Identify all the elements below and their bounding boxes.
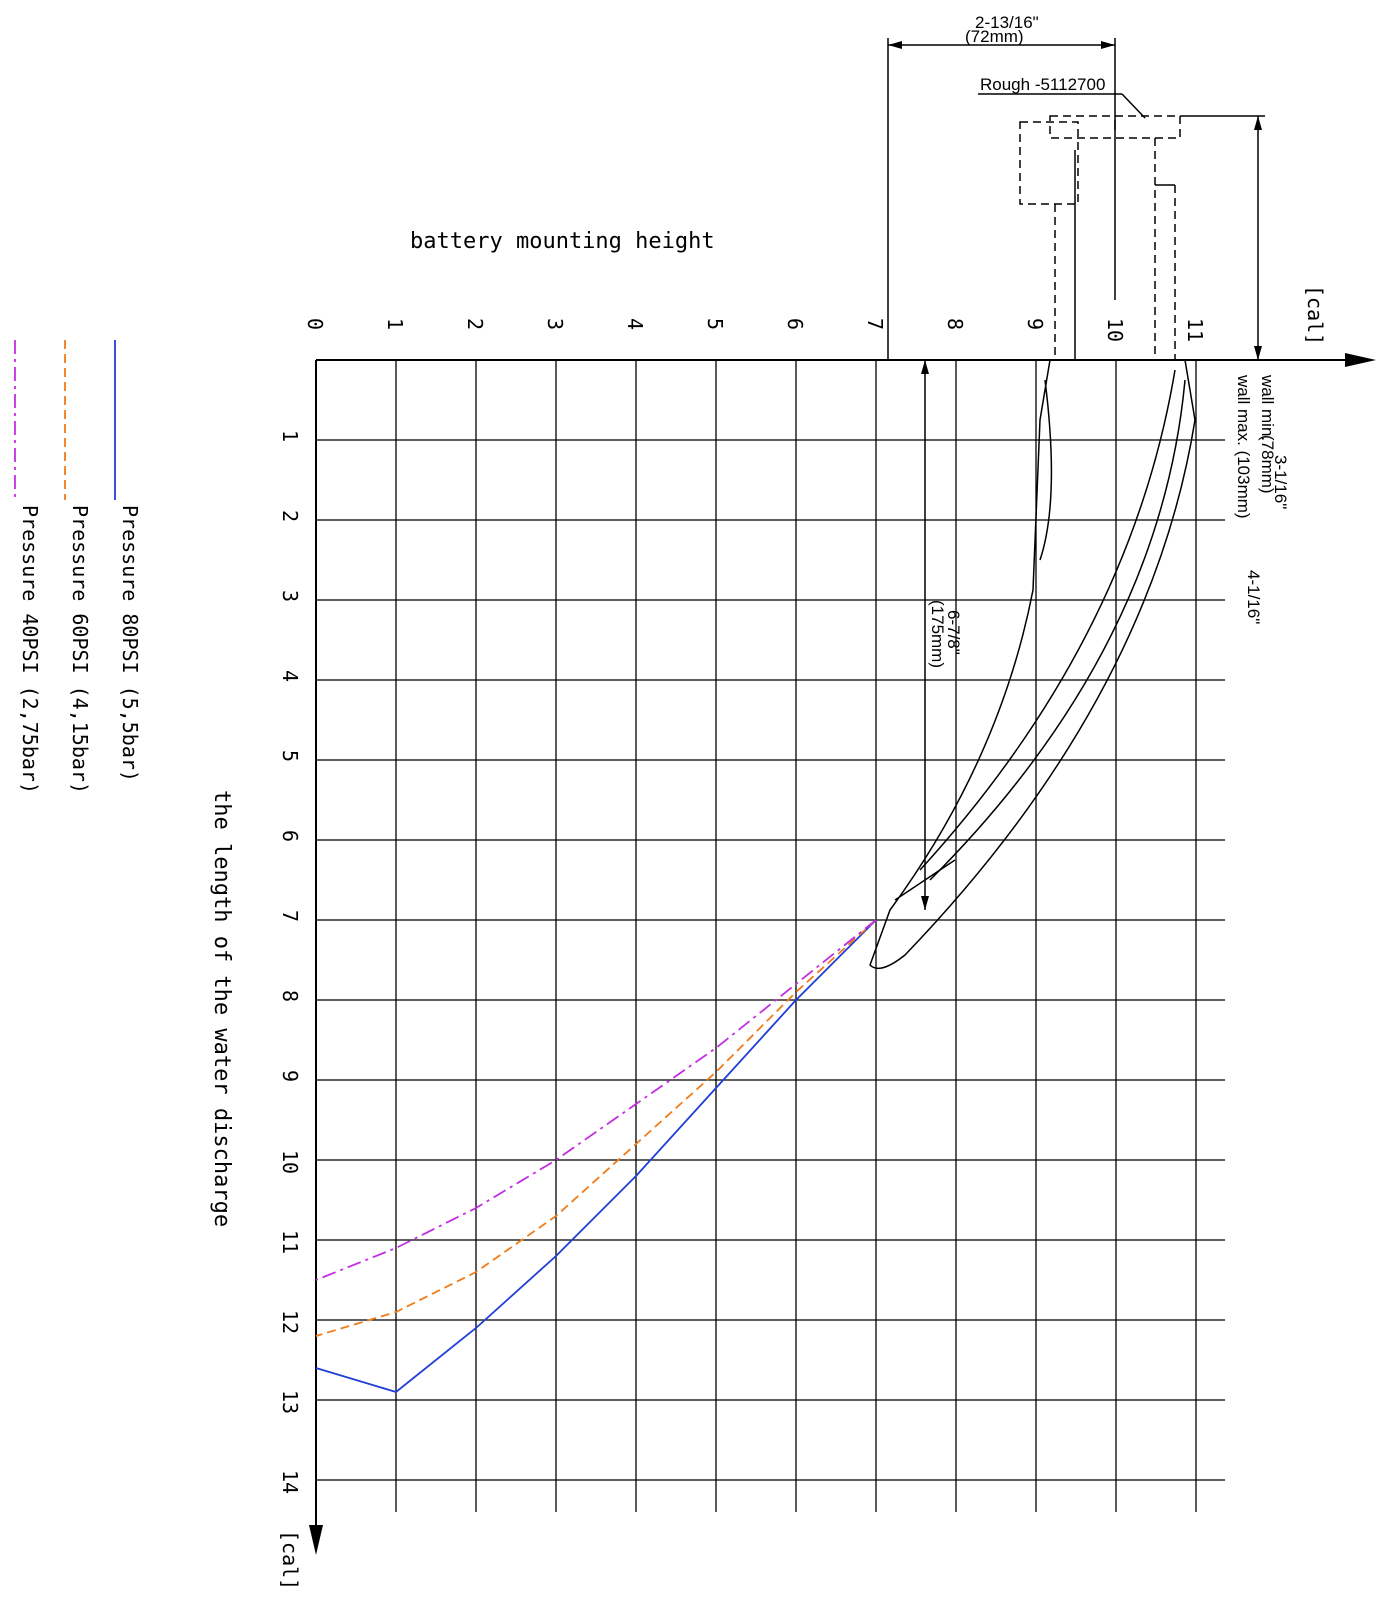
x-tick-label: 5 bbox=[703, 318, 727, 330]
series-lines bbox=[315, 919, 877, 1393]
y-tick-label: 13 bbox=[278, 1390, 302, 1414]
y-tick-label: 8 bbox=[278, 990, 302, 1002]
x-axis-arrow bbox=[1345, 353, 1376, 367]
width-dim-mm-label: (72mm) bbox=[965, 27, 1024, 46]
y-tick-label: 11 bbox=[278, 1230, 302, 1254]
y-tick-label: 14 bbox=[278, 1470, 302, 1494]
faucet-drawing bbox=[869, 38, 1265, 970]
x-tick-labels: 0 1 2 3 4 5 6 7 8 9 10 11 bbox=[303, 318, 1207, 342]
x-axis-unit: [cal] bbox=[1303, 285, 1327, 345]
y-tick-label: 7 bbox=[278, 910, 302, 922]
wall-min-label: wall min. bbox=[1258, 374, 1277, 441]
spout-dim-mm-label: (175mm) bbox=[928, 600, 947, 668]
x-tick-label: 10 bbox=[1103, 318, 1127, 342]
y-axis-title: the length of the water discharge bbox=[209, 790, 234, 1227]
legend: Pressure 80PSI (5,5bar) Pressure 60PSI (4… bbox=[14, 340, 142, 794]
rough-label: Rough -5112700 bbox=[980, 75, 1105, 94]
width-dim-label: 2-13/16" bbox=[975, 13, 1039, 32]
wall-max-label: wall max. (103mm) bbox=[1234, 374, 1253, 519]
x-tick-label: 2 bbox=[463, 318, 487, 330]
y-axis-unit: [cal] bbox=[278, 1530, 302, 1590]
y-tick-label: 12 bbox=[278, 1310, 302, 1334]
y-tick-label: 10 bbox=[278, 1150, 302, 1174]
y-tick-label: 9 bbox=[278, 1070, 302, 1082]
wall-min-mm-label: (78mm) bbox=[1258, 435, 1277, 494]
wall-min-dim-label: 3-1/16" bbox=[1271, 455, 1290, 509]
x-tick-label: 9 bbox=[1023, 318, 1047, 330]
x-tick-label: 0 bbox=[303, 318, 327, 330]
series-line bbox=[315, 919, 877, 1393]
y-axis-arrow bbox=[309, 1525, 323, 1555]
x-axis-title: battery mounting height bbox=[410, 229, 715, 254]
x-tick-label: 6 bbox=[783, 318, 807, 330]
spout-dim-label: 6-7/8" bbox=[944, 610, 963, 655]
x-tick-label: 1 bbox=[383, 318, 407, 330]
y-tick-label: 6 bbox=[278, 830, 302, 842]
legend-label: Pressure 40PSI (2,75bar) bbox=[18, 505, 42, 794]
y-tick-label: 4 bbox=[278, 670, 302, 682]
x-tick-label: 11 bbox=[1183, 318, 1207, 342]
y-tick-label: 1 bbox=[278, 430, 302, 442]
x-tick-label: 7 bbox=[863, 318, 887, 330]
legend-label: Pressure 60PSI (4,15bar) bbox=[68, 505, 92, 794]
height-dim-label: 4-1/16" bbox=[1244, 570, 1263, 624]
grid-lines bbox=[316, 360, 1225, 1512]
y-tick-label: 3 bbox=[278, 590, 302, 602]
legend-label: Pressure 80PSI (5,5bar) bbox=[118, 505, 142, 782]
x-tick-label: 4 bbox=[623, 318, 647, 330]
y-tick-label: 5 bbox=[278, 750, 302, 762]
y-tick-label: 2 bbox=[278, 510, 302, 522]
x-tick-label: 8 bbox=[943, 318, 967, 330]
series-line bbox=[315, 919, 877, 1337]
x-tick-label: 3 bbox=[543, 318, 567, 330]
series-line bbox=[315, 919, 877, 1281]
